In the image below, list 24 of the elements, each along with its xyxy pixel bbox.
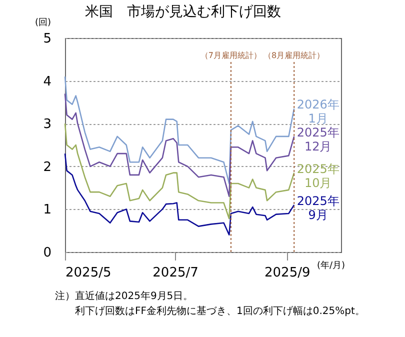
x-tick-label: 2025/9 [264,266,310,280]
line-series [64,152,295,236]
line-series [64,76,295,184]
x-tick-label: 2025/5 [66,266,112,280]
text: 利下げ回数はFF金利先物に基づき、1回の利下げ幅は0.25%pt。 [75,305,365,317]
x-axis-title: (年/月) [316,260,346,271]
y-tick-label: 5 [43,32,52,46]
ref-line-label: （7月雇用統計） [200,51,262,60]
ref-line-label: （8月雇用統計） [264,51,325,60]
y-tick-label: 2 [43,160,52,175]
series-label: 2025年 10月 [296,162,340,190]
y-tick-label: 3 [43,117,52,132]
line-series [64,92,295,198]
x-tick-label: 2025/7 [152,266,198,280]
series-label: 2026年 1月 [296,98,340,126]
y-tick-label: 0 [43,246,52,260]
series-label: 2025年 9月 [296,194,340,222]
chart-title: 米国 市場が見込む利下げ回数 [85,4,281,20]
y-tick-label: 1 [43,202,52,218]
y-axis-title: (回) [34,18,52,28]
series-label: 2025年 12月 [296,125,340,154]
text: 注）直近値は2025年9月5日。 [55,290,194,302]
y-tick-label: 4 [43,74,52,90]
line-series [64,122,295,220]
